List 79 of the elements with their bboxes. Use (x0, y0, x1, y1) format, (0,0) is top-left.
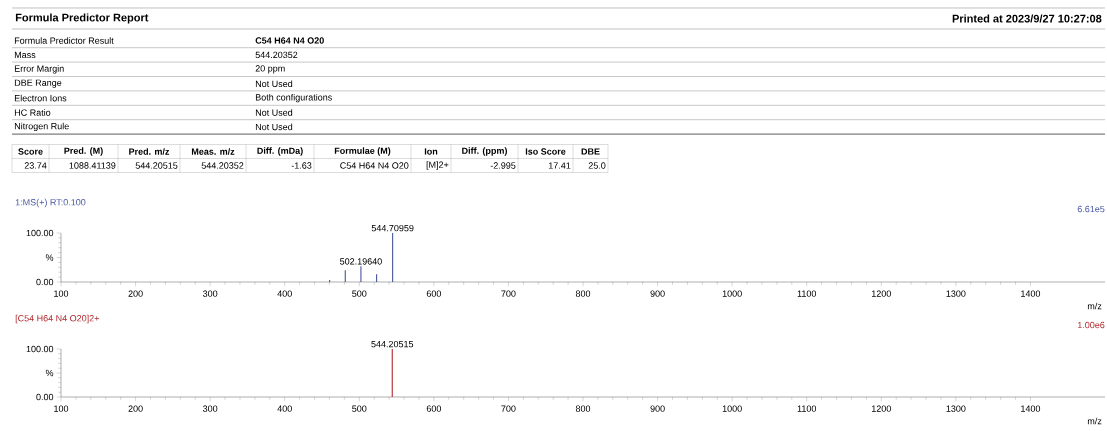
x-tick-label: 300 (202, 290, 218, 297)
text: 20 ppm (255, 65, 285, 74)
x-axis-title: m/z (1087, 302, 1102, 310)
text: 1088.41139 (69, 162, 116, 169)
x-tick-label: 600 (426, 405, 442, 412)
text: C54 H64 N4 O20 (255, 37, 324, 44)
text: HC Ratio (14, 109, 51, 116)
text: Nitrogen Rule (14, 122, 69, 132)
x-tick-label: 400 (277, 290, 292, 297)
chart-title: [C54 H64 N4 O20]2+ (15, 314, 99, 324)
text: Printed at 2023/9/27 10:27:08 (952, 14, 1102, 23)
x-tick-label: 1300 (946, 405, 966, 412)
text: DBE Range (14, 79, 62, 88)
text: Formula Predictor Report (15, 13, 149, 24)
text: Not Used (255, 109, 293, 116)
annotation: 502.19640 (340, 258, 382, 265)
text: Formulae (M) (334, 147, 391, 156)
x-tick-label: 900 (650, 290, 665, 297)
x-tick-label: 200 (128, 290, 143, 297)
x-tick-label: 1400 (1021, 290, 1041, 297)
text: Electron Ions (14, 94, 67, 102)
y-tick-label: % (45, 254, 54, 261)
x-tick-label: 500 (352, 290, 367, 297)
x-tick-label: 1000 (722, 290, 742, 297)
annotation: 544.70959 (371, 224, 414, 232)
text: 17.41 (548, 162, 571, 169)
text: [M]2+ (426, 161, 449, 170)
text: -1.63 (291, 162, 312, 169)
x-tick-label: 600 (426, 290, 442, 297)
text: 23.74 (24, 162, 47, 169)
x-tick-label: 500 (352, 405, 367, 412)
x-tick-label: 1100 (797, 290, 817, 297)
text: 1.00e6 (1077, 321, 1105, 329)
text: Error Margin (14, 65, 64, 74)
text: -2.995 (490, 162, 516, 169)
x-tick-label: 800 (575, 290, 591, 297)
text: 544.20352 (255, 51, 298, 59)
text: DBE (581, 148, 600, 155)
text: 544.20352 (201, 162, 244, 169)
text: Score (18, 148, 43, 155)
text: 544.20515 (135, 162, 178, 169)
x-tick-label: 1400 (1021, 405, 1041, 412)
y-tick-label: 0.00 (36, 278, 54, 286)
x-tick-label: 900 (650, 405, 665, 412)
text: Formula Predictor Result (14, 37, 114, 44)
x-tick-label: 1100 (797, 405, 817, 412)
x-axis-title: m/z (1087, 417, 1102, 425)
x-tick-label: 100 (54, 405, 69, 412)
y-tick-label: 100.00 (26, 345, 54, 353)
x-tick-label: 100 (54, 290, 69, 297)
x-tick-label: 700 (501, 405, 516, 412)
text: 25.0 (588, 162, 606, 169)
x-tick-label: 300 (202, 405, 218, 412)
text: Mass (14, 51, 36, 59)
text: Diff. (mDa) (257, 147, 303, 156)
x-tick-label: 1200 (871, 405, 891, 412)
x-tick-label: 200 (128, 405, 143, 412)
x-tick-label: 700 (501, 290, 516, 297)
x-tick-label: 400 (277, 405, 292, 412)
annotation: 544.20515 (371, 340, 414, 348)
x-tick-label: 1300 (946, 290, 966, 297)
text: 6.61e5 (1077, 205, 1105, 213)
text: Meas. m/z (191, 148, 235, 155)
chart-title: 1:MS(+) RT:0.100 (15, 198, 86, 208)
text: Both configurations (255, 93, 332, 103)
text: Pred. (M) (64, 147, 103, 156)
text: C54 H64 N4 O20 (340, 162, 409, 169)
y-tick-label: % (45, 369, 54, 377)
text: Ion (424, 148, 438, 155)
text: Diff. (ppm) (462, 147, 507, 156)
y-tick-label: 100.00 (26, 229, 54, 237)
y-tick-label: 0.00 (36, 393, 54, 401)
text: Iso Score (525, 148, 566, 155)
x-tick-label: 1000 (722, 405, 742, 412)
x-tick-label: 800 (575, 405, 591, 412)
x-tick-label: 1200 (871, 290, 891, 297)
text: Pred. m/z (129, 148, 170, 155)
text: Not Used (255, 123, 293, 131)
text: Not Used (255, 80, 293, 88)
